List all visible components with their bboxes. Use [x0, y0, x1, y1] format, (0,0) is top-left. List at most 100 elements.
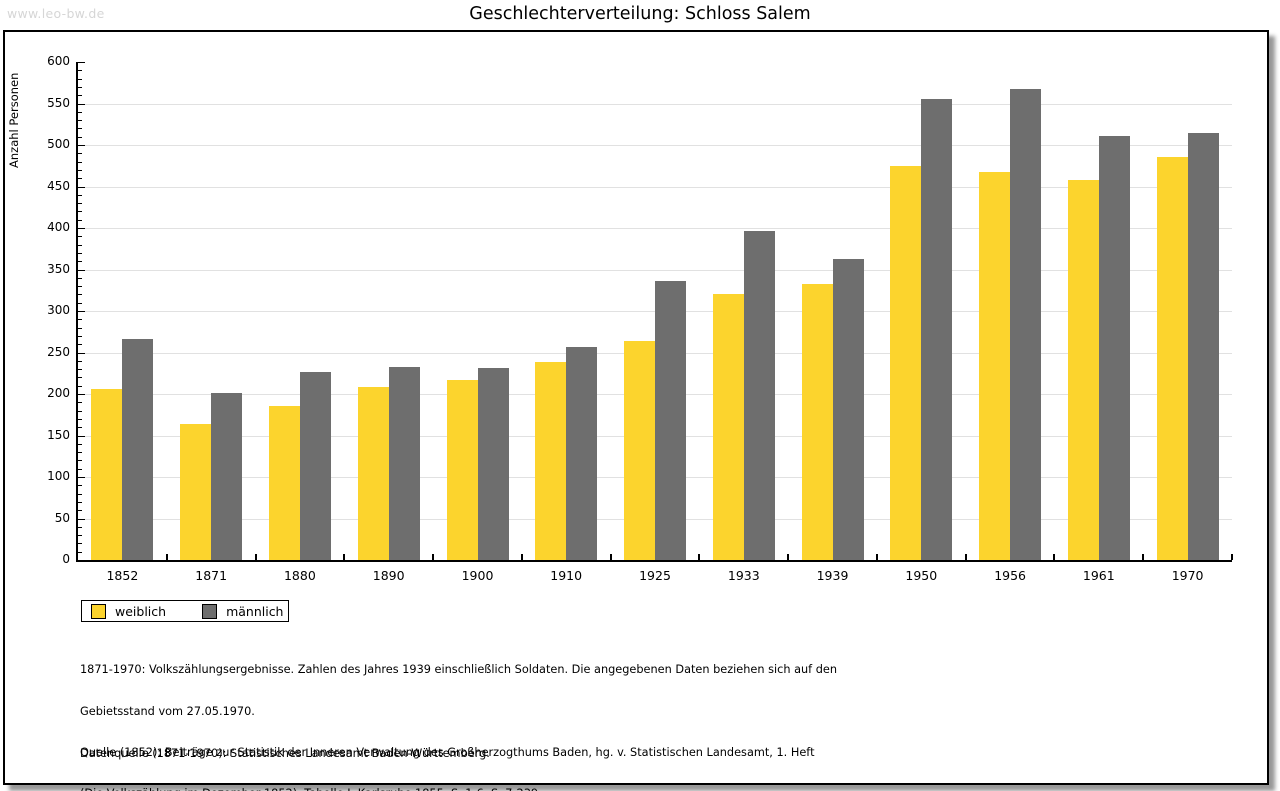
x-tick — [610, 554, 612, 560]
y-minor-tick — [78, 78, 82, 80]
x-tick — [343, 554, 345, 560]
bar-weiblich-1910 — [535, 362, 567, 560]
legend-label-weiblich: weiblich — [115, 603, 167, 619]
y-minor-tick — [78, 526, 82, 528]
y-minor-tick — [78, 551, 82, 553]
y-minor-tick — [78, 294, 82, 296]
y-minor-tick — [78, 136, 82, 138]
gridline — [78, 145, 1232, 146]
y-minor-tick — [78, 410, 82, 412]
y-minor-tick — [78, 169, 82, 171]
y-minor-tick — [78, 443, 82, 445]
y-minor-tick — [78, 153, 82, 155]
legend: weiblich männlich — [81, 600, 289, 622]
y-tick-label: 0 — [62, 552, 70, 566]
y-major-tick — [78, 394, 85, 395]
bar-weiblich-1890 — [357, 387, 389, 560]
datasource-line: Datenquelle (1871-1970): Statistisches L… — [80, 747, 490, 760]
x-tick-label: 1890 — [372, 568, 405, 583]
y-minor-tick — [78, 377, 82, 379]
y-minor-tick — [78, 369, 82, 371]
y-major-tick — [78, 103, 85, 105]
bar-weiblich-1939 — [801, 284, 833, 560]
y-tick-label: 250 — [47, 344, 70, 359]
y-minor-tick — [78, 128, 82, 130]
y-minor-tick — [78, 485, 82, 487]
gridline — [78, 228, 1232, 229]
bar-männlich-1900 — [477, 368, 509, 560]
y-tick-label: 350 — [47, 261, 70, 276]
y-axis-label: Anzahl Personen — [7, 72, 21, 168]
x-tick-label: 1956 — [994, 568, 1026, 583]
y-minor-tick — [78, 452, 82, 454]
bar-männlich-1910 — [566, 347, 598, 560]
y-minor-tick — [78, 203, 82, 205]
y-minor-tick — [78, 261, 82, 263]
x-tick-label: 1880 — [283, 568, 316, 583]
y-minor-tick — [78, 535, 82, 537]
y-tick-label: 600 — [47, 54, 70, 68]
bar-weiblich-1852 — [91, 389, 123, 560]
x-tick — [432, 554, 434, 560]
y-tick-label: 550 — [47, 95, 70, 110]
bar-männlich-1880 — [299, 372, 331, 560]
x-tick — [1053, 554, 1055, 560]
y-minor-tick — [78, 111, 82, 113]
bar-weiblich-1871 — [180, 424, 212, 560]
x-tick-label: 1871 — [195, 568, 228, 583]
x-tick-label: 1939 — [816, 568, 849, 583]
legend-swatch-maennlich — [202, 603, 218, 619]
y-major-tick — [78, 435, 85, 437]
y-minor-tick — [78, 319, 82, 321]
y-minor-tick — [78, 468, 82, 470]
bar-weiblich-1956 — [979, 172, 1011, 560]
y-minor-tick — [78, 211, 82, 213]
x-tick-label: 1852 — [106, 568, 139, 583]
bar-männlich-1925 — [655, 281, 686, 560]
y-minor-tick — [78, 70, 82, 72]
x-tick-label: 1925 — [639, 568, 671, 583]
y-minor-tick — [78, 327, 82, 329]
y-minor-tick — [78, 161, 82, 163]
y-minor-tick — [78, 418, 82, 420]
chart-frame: Anzahl Personen weiblich männlich 1871-1… — [3, 30, 1269, 791]
bar-weiblich-1970 — [1156, 157, 1188, 560]
x-tick-label: 1900 — [461, 568, 494, 583]
bar-weiblich-1933 — [712, 294, 744, 560]
y-minor-tick — [78, 286, 82, 288]
bar-männlich-1970 — [1187, 133, 1219, 560]
y-minor-tick — [78, 427, 82, 429]
footnote-line: 1871-1970: Volkszählungsergebnisse. Zahl… — [80, 663, 838, 677]
y-major-tick — [78, 311, 85, 312]
y-minor-tick — [78, 460, 82, 462]
x-tick-label: 1910 — [550, 568, 583, 583]
y-major-tick — [78, 352, 85, 354]
bar-männlich-1950 — [921, 99, 953, 560]
y-minor-tick — [78, 510, 82, 512]
legend-swatch-weiblich — [91, 603, 106, 619]
x-tick-label: 1950 — [905, 568, 938, 583]
y-minor-tick — [78, 360, 82, 362]
y-tick-label: 300 — [47, 303, 70, 317]
x-tick-label: 1961 — [1082, 568, 1115, 583]
y-major-tick — [78, 186, 85, 188]
y-minor-tick — [78, 244, 82, 246]
chart-title: Geschlechterverteilung: Schloss Salem — [469, 4, 811, 24]
footnote-line: Gebietsstand vom 27.05.1970. — [80, 704, 255, 718]
y-tick-label: 100 — [47, 469, 70, 483]
bar-weiblich-1961 — [1067, 180, 1099, 560]
y-minor-tick — [78, 86, 82, 88]
bar-männlich-1956 — [1010, 89, 1042, 560]
y-minor-tick — [78, 385, 82, 387]
bar-weiblich-1950 — [890, 166, 922, 560]
plot-area — [76, 62, 1233, 562]
y-minor-tick — [78, 501, 82, 503]
bar-männlich-1961 — [1098, 136, 1130, 560]
y-tick-label: 400 — [47, 220, 70, 234]
y-minor-tick — [78, 252, 82, 254]
x-tick — [965, 554, 967, 560]
bar-weiblich-1900 — [446, 380, 478, 560]
y-minor-tick — [78, 493, 82, 495]
y-minor-tick — [78, 302, 82, 304]
y-major-tick — [78, 518, 85, 520]
